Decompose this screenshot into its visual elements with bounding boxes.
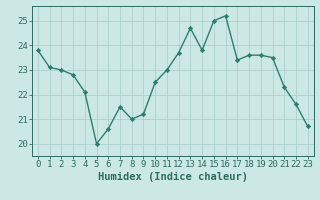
X-axis label: Humidex (Indice chaleur): Humidex (Indice chaleur) — [98, 172, 248, 182]
